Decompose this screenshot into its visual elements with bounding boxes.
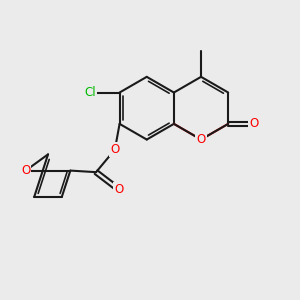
Text: O: O — [114, 183, 123, 196]
Text: O: O — [110, 143, 119, 156]
Text: Cl: Cl — [84, 86, 96, 99]
Text: O: O — [21, 164, 30, 177]
Text: O: O — [249, 117, 259, 130]
Text: O: O — [196, 133, 206, 146]
